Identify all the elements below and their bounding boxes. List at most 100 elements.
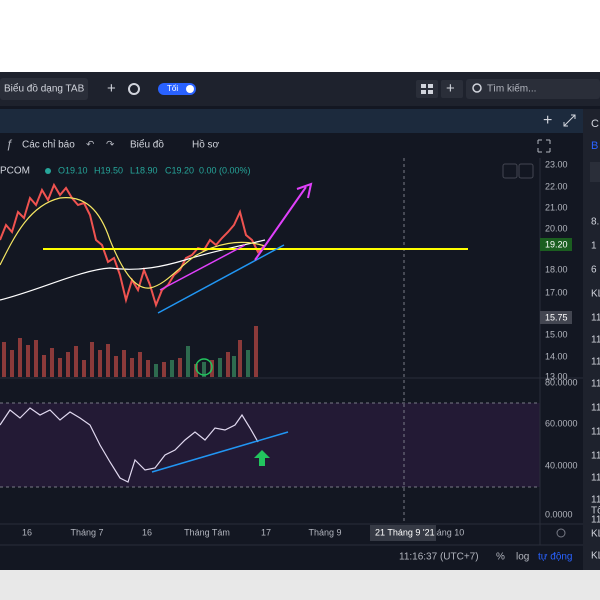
ohlc-high: H19.50	[94, 165, 123, 175]
undo[interactable]: ↶	[86, 140, 94, 151]
price-tick-label: 13.00	[545, 371, 568, 381]
side-item: 11	[591, 379, 600, 390]
side-item: 11	[591, 335, 600, 346]
channel-line	[159, 244, 246, 291]
ohlc-close: C19.20	[165, 165, 194, 175]
side-item: 11	[591, 451, 600, 462]
price-tick-label: 20.00	[545, 223, 568, 233]
scroll-button[interactable]	[518, 163, 534, 179]
log-toggle[interactable]: log	[516, 552, 529, 563]
time-tick-label: Tháng Tám	[184, 527, 230, 537]
low-price-badge	[540, 311, 572, 324]
panel-header	[0, 109, 583, 133]
low-price: 15.75	[545, 312, 568, 322]
icon	[421, 84, 426, 88]
clock: 11:16:37 (UTC+7)	[399, 552, 479, 563]
rsi-tick-label: 40.0000	[545, 460, 578, 470]
status-dot	[45, 168, 51, 174]
ohlc-change: 0.00 (0.00%)	[199, 165, 251, 175]
indicators-button[interactable]: Các chỉ báo	[22, 139, 75, 151]
axis-settings[interactable]	[556, 528, 566, 538]
side-item: 11	[591, 495, 600, 506]
add-icon[interactable]: +	[543, 112, 552, 129]
status-bar	[0, 545, 583, 570]
crosshair-date: 21 Tháng 9 '21	[375, 527, 435, 537]
crosshair-date-badge	[370, 525, 436, 541]
side-item: KL	[591, 529, 600, 540]
price-tick-label: 17.00	[545, 287, 568, 297]
projection-arrow	[254, 182, 313, 261]
tab-label: Biểu đồ dạng TAB	[4, 83, 85, 95]
search-box[interactable]	[466, 79, 600, 99]
time-tick-label: háng 10	[432, 527, 465, 537]
profile-button[interactable]: Hồ sơ	[192, 139, 220, 151]
time-tick-label: 16	[22, 527, 32, 537]
search-icon	[472, 83, 482, 93]
time-tick-label: 17	[261, 527, 271, 537]
side-item: 11	[591, 357, 600, 368]
tab[interactable]	[0, 78, 88, 100]
rsi-tick-label: 60.0000	[545, 418, 578, 428]
time-tick-label: Tháng 9	[308, 527, 341, 537]
search-placeholder: Tìm kiếm...	[487, 83, 536, 95]
add-button[interactable]	[441, 80, 463, 98]
side-item: 11	[591, 515, 600, 526]
price-tick-label: 15.00	[545, 329, 568, 339]
rsi-tick-label: 80.0000	[545, 377, 578, 387]
redo[interactable]: ↷	[106, 140, 115, 151]
fullscreen-icon[interactable]	[537, 139, 551, 153]
side-item: KL	[591, 289, 600, 300]
ma-short	[0, 197, 266, 289]
ohlc-low: L18.90	[130, 165, 158, 175]
ohlc-open: O19.10	[58, 165, 88, 175]
toggle-label: Tối	[167, 84, 178, 93]
percent-toggle[interactable]: %	[496, 552, 505, 563]
rsi-tick-label: 0.0000	[545, 509, 573, 519]
side-item: KL	[591, 551, 600, 562]
side-item: C	[591, 118, 599, 130]
side-item: 11	[591, 313, 600, 324]
price-tick-label: 21.00	[545, 202, 568, 212]
side-list: CB8.16KL11111111111111111111TổKLKL	[591, 118, 600, 562]
price-tick-label: 22.00	[545, 181, 568, 191]
side-input	[590, 162, 600, 182]
icon	[428, 90, 433, 94]
time-tick-label: 16	[142, 527, 152, 537]
side-item: 6	[591, 265, 597, 276]
price-tick-label: 18.00	[545, 264, 568, 274]
up-arrow	[254, 450, 270, 466]
side-item: 11	[591, 473, 600, 484]
theme-toggle[interactable]	[158, 83, 196, 95]
rsi-trend	[151, 431, 289, 473]
toggle-knob	[186, 85, 194, 93]
side-item: 8.	[591, 217, 599, 228]
taskbar	[0, 570, 600, 600]
side-item: 1	[591, 241, 597, 252]
side-item: 11	[591, 427, 600, 438]
chart-toolbar	[0, 134, 583, 158]
volume	[2, 326, 258, 377]
auto-toggle[interactable]: tự động	[538, 552, 573, 563]
last-price-badge	[540, 238, 572, 251]
chart-button[interactable]: Biểu đồ	[130, 139, 164, 151]
rsi-band	[0, 403, 540, 487]
symbol: PCOM	[0, 166, 30, 177]
price-tick-label: 14.00	[545, 351, 568, 361]
settings-icon[interactable]	[128, 83, 140, 95]
side-item: Tổ	[591, 505, 600, 517]
icon	[421, 90, 426, 94]
volume-highlight	[195, 358, 213, 376]
side-panel	[583, 109, 600, 570]
time-tick-label: Tháng 7	[70, 527, 103, 537]
trend-line	[157, 244, 285, 314]
add-icon[interactable]: +	[107, 80, 116, 97]
expand-icon[interactable]	[563, 114, 576, 127]
add-icon: +	[446, 80, 455, 97]
rsi-line	[0, 407, 259, 483]
scroll-button[interactable]	[502, 163, 518, 179]
icon	[428, 84, 433, 88]
axes: 23.00 22.00 21.00 20.00 18.00 17.00 15.00 14.00…	[22, 159, 578, 537]
layout-button[interactable]	[416, 80, 438, 98]
